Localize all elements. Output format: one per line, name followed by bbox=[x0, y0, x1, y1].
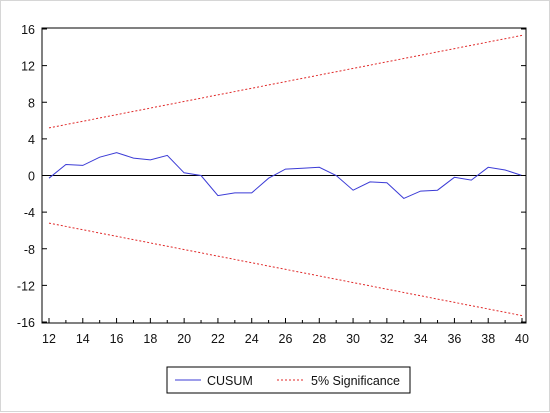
y-tick-label: 4 bbox=[28, 133, 35, 147]
y-tick-label: 8 bbox=[28, 96, 35, 110]
x-tick-label: 16 bbox=[110, 332, 124, 346]
y-tick-label: 12 bbox=[21, 60, 35, 74]
significance-upper-line bbox=[48, 34, 523, 129]
x-tick-label: 12 bbox=[42, 332, 56, 346]
y-tick-label: 16 bbox=[21, 23, 35, 37]
x-tick-label: 30 bbox=[346, 332, 360, 346]
x-tick-label: 40 bbox=[515, 332, 529, 346]
legend-box bbox=[166, 366, 411, 394]
legend-label-significance: 5% Significance bbox=[311, 374, 400, 388]
y-tick-label: -4 bbox=[24, 206, 35, 220]
x-tick-label: 36 bbox=[447, 332, 461, 346]
x-axis-ticks: 12 14 16 18 20 22 24 26 28 30 32 34 36 38 40 bbox=[42, 318, 529, 346]
legend-label-cusum: CUSUM bbox=[207, 374, 253, 388]
x-tick-label: 24 bbox=[245, 332, 259, 346]
x-tick-label: 34 bbox=[414, 332, 428, 346]
x-tick-label: 38 bbox=[481, 332, 495, 346]
y-tick-label: -12 bbox=[17, 279, 35, 293]
cusum-line bbox=[48, 152, 523, 199]
y-tick-label: 0 bbox=[28, 170, 35, 184]
x-tick-label: 26 bbox=[279, 332, 293, 346]
y-tick-label: -8 bbox=[24, 243, 35, 257]
x-tick-label: 20 bbox=[177, 332, 191, 346]
x-tick-label: 32 bbox=[380, 332, 394, 346]
x-tick-label: 28 bbox=[312, 332, 326, 346]
x-tick-label: 14 bbox=[76, 332, 90, 346]
significance-band-layer bbox=[48, 34, 523, 317]
x-tick-label: 18 bbox=[143, 332, 157, 346]
legend: CUSUM 5% Significance bbox=[166, 366, 411, 394]
y-axis-ticks: 16 12 8 4 0 -4 -8 -12 -16 bbox=[17, 23, 526, 330]
significance-lower-line bbox=[48, 222, 523, 317]
x-tick-label: 22 bbox=[211, 332, 225, 346]
y-tick-label: -16 bbox=[17, 316, 35, 330]
cusum-series-layer bbox=[48, 152, 523, 199]
